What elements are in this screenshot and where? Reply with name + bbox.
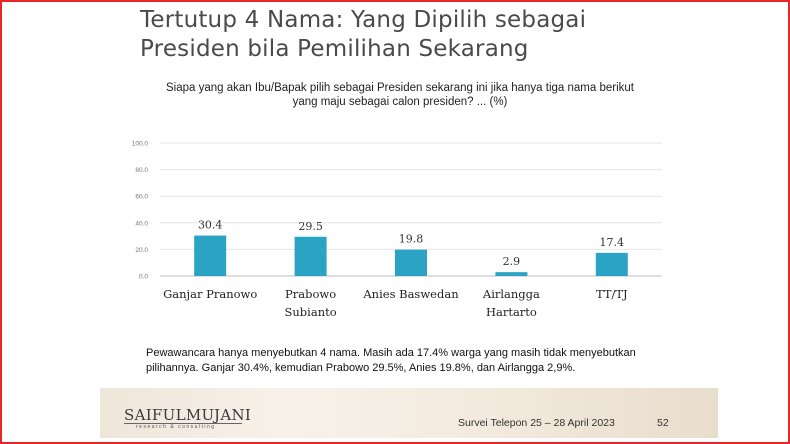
- survey-question: Siapa yang akan Ibu/Bapak pilih sebagai …: [120, 81, 680, 109]
- y-tick-label: 60.0: [135, 194, 148, 201]
- chart-note: Pewawancara hanya menyebutkan 4 nama. Ma…: [146, 346, 676, 376]
- x-category-label: TT/TJ: [596, 287, 628, 301]
- x-category-label: Prabowo: [285, 287, 336, 301]
- slide-title-line-1: Tertutup 4 Nama: Yang Dipilih sebagai: [140, 7, 587, 33]
- data-label: 2.9: [503, 255, 521, 268]
- bar: [294, 236, 327, 276]
- bar: [395, 249, 427, 276]
- y-tick-label: 20.0: [135, 247, 148, 254]
- x-category-label: Hartarto: [486, 305, 537, 319]
- bar: [194, 235, 227, 276]
- bar: [595, 252, 628, 276]
- slide-title-line-2: Presiden bila Pemilihan Sekarang: [140, 36, 529, 62]
- y-tick-label: 100.0: [132, 141, 149, 148]
- data-label: 30.4: [198, 219, 223, 232]
- y-tick-label: 0.0: [139, 274, 148, 281]
- survey-question-line-1: Siapa yang akan Ibu/Bapak pilih sebagai …: [166, 82, 634, 94]
- chart-note-line-1: Pewawancara hanya menyebutkan 4 nama. Ma…: [146, 347, 636, 359]
- company-logo: SAIFULMUJANI: [124, 406, 252, 424]
- company-logo-tagline: research & consulting: [136, 424, 216, 430]
- data-label: 19.8: [399, 233, 424, 246]
- survey-label: Survei Telepon 25 – 28 April 2023: [458, 417, 615, 429]
- page-number: 52: [657, 417, 669, 429]
- chart-note-line-2: pilihannya. Ganjar 30.4%, kemudian Prabo…: [146, 362, 576, 374]
- y-tick-label: 80.0: [135, 167, 148, 174]
- logo-divider: [124, 423, 242, 424]
- bar: [495, 272, 528, 276]
- x-category-label: Ganjar Pranowo: [163, 287, 257, 301]
- survey-question-line-2: yang maju sebagai calon presiden? ... (%…: [292, 96, 508, 108]
- slide-title: Tertutup 4 Nama: Yang Dipilih sebagai Pr…: [140, 6, 586, 64]
- data-label: 17.4: [600, 236, 625, 249]
- x-category-label: Anies Baswedan: [362, 287, 459, 301]
- x-category-label: Airlangga: [482, 287, 540, 301]
- footer-band: [100, 388, 718, 438]
- x-category-label: Subianto: [285, 305, 337, 319]
- y-tick-label: 40.0: [135, 220, 148, 227]
- data-label: 29.5: [298, 220, 323, 233]
